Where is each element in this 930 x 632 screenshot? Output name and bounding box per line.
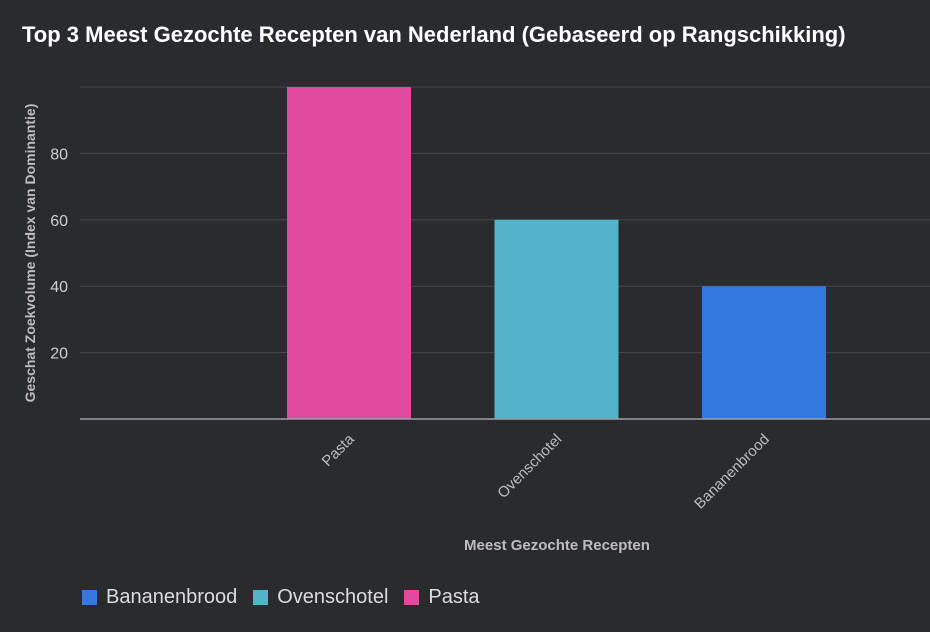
x-tick-label-bananenbrood: Bananenbrood [691, 431, 773, 513]
legend-swatch-bananenbrood [82, 590, 97, 605]
chart-title: Top 3 Meest Gezochte Recepten van Nederl… [22, 22, 846, 47]
x-tick-label-pasta: Pasta [319, 430, 359, 470]
legend-item-bananenbrood[interactable]: Bananenbrood [82, 586, 237, 609]
y-tick-label-80: 80 [50, 146, 68, 163]
legend-label-bananenbrood: Bananenbrood [106, 586, 238, 608]
y-axis-label: Geschat Zoekvolume (Index van Dominantie… [22, 104, 38, 403]
legend-item-ovenschotel[interactable]: Ovenschotel [253, 586, 388, 609]
legend-label-ovenschotel: Ovenschotel [277, 586, 389, 608]
x-axis-label: Meest Gezochte Recepten [464, 537, 650, 554]
legend-label-pasta: Pasta [428, 586, 480, 608]
bar-chart: 20 40 60 80 Pasta Ovenschotel Bananenbrood Mees… [22, 86, 930, 554]
y-tick-label-60: 60 [50, 213, 68, 230]
legend-item-pasta[interactable]: Pasta [404, 586, 480, 609]
bar-ovenschotel [494, 219, 619, 419]
y-tick-label-20: 20 [50, 346, 68, 363]
x-tick-label-ovenschotel: Ovenschotel [494, 431, 565, 502]
bar-pasta [287, 87, 411, 419]
legend-swatch-ovenschotel [253, 590, 269, 605]
y-tick-label-40: 40 [50, 279, 68, 296]
bar-bananenbrood [702, 286, 826, 419]
legend: Bananenbrood Ovenschotel Pasta [82, 586, 496, 609]
legend-swatch-pasta [404, 590, 420, 605]
